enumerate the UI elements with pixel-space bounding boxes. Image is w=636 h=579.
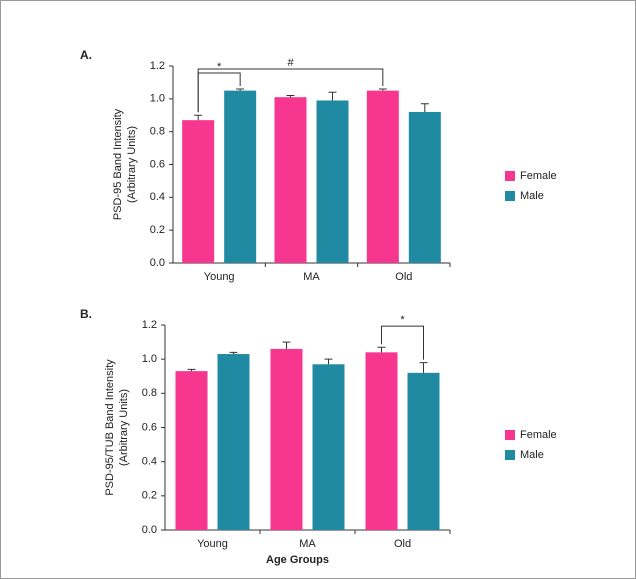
legend-swatch	[505, 171, 515, 181]
legend-swatch	[505, 191, 515, 201]
y-tick-label: 1.2	[150, 60, 165, 72]
y-tick-label: 0.0	[150, 257, 165, 269]
bar	[182, 120, 215, 263]
x-tick-label: MA	[303, 271, 320, 283]
bar	[408, 111, 441, 263]
error-bar	[229, 351, 238, 355]
y-tick-label: 0.2	[142, 490, 157, 502]
error-bar	[236, 88, 245, 91]
bar	[217, 354, 250, 530]
bar	[224, 90, 257, 263]
significance-label: *	[400, 314, 405, 326]
y-tick-label: 0.8	[142, 387, 157, 399]
bar	[365, 352, 398, 530]
significance-label: *	[217, 61, 222, 73]
legend-label: Female	[520, 429, 557, 441]
y-tick-label: 0.6	[142, 421, 157, 433]
error-bar	[286, 95, 295, 98]
error-bar	[328, 91, 337, 101]
bar	[312, 364, 345, 530]
bar	[270, 348, 303, 530]
legend-swatch	[505, 450, 515, 460]
legend-label: Female	[520, 170, 557, 182]
bar	[316, 100, 349, 263]
bar	[274, 97, 307, 263]
error-bar	[377, 346, 386, 353]
bar	[407, 372, 440, 530]
significance-bracket	[381, 325, 424, 360]
x-tick-label: Young	[204, 271, 235, 283]
y-tick-label: 0.4	[150, 191, 165, 203]
error-bar	[378, 88, 387, 91]
error-bar	[187, 368, 196, 372]
y-tick-label: 1.0	[150, 93, 165, 105]
bar	[366, 90, 399, 263]
panel-label: A.	[80, 48, 92, 62]
y-tick-label: 0.8	[150, 126, 165, 138]
y-axis-label: PSD-95/TUB Band Intensity	[104, 359, 116, 496]
error-bar	[420, 103, 429, 112]
x-tick-label: MA	[299, 538, 316, 550]
error-bar	[282, 341, 291, 349]
y-tick-label: 0.2	[150, 224, 165, 236]
x-axis-label: Age Groups	[266, 554, 329, 566]
legend-label: Male	[520, 190, 544, 202]
error-bar	[324, 358, 333, 365]
bar	[175, 371, 208, 530]
y-axis-label: PSD-95 Band Intensity	[112, 108, 124, 220]
y-axis-label: (Arbitrary Units)	[126, 126, 138, 203]
legend-swatch	[505, 430, 515, 440]
y-tick-label: 0.4	[142, 456, 157, 468]
y-tick-label: 0.0	[142, 524, 157, 536]
panel-label: B.	[80, 307, 92, 321]
y-tick-label: 1.0	[142, 353, 157, 365]
legend-label: Male	[520, 449, 544, 461]
significance-bracket	[197, 68, 384, 113]
error-bar	[419, 362, 428, 373]
x-tick-label: Old	[394, 538, 411, 550]
error-bar	[194, 114, 203, 121]
y-axis-label: (Arbitrary Units)	[118, 389, 130, 466]
y-tick-label: 1.2	[142, 319, 157, 331]
significance-label: #	[287, 57, 294, 69]
x-tick-label: Old	[395, 271, 412, 283]
y-tick-label: 0.6	[150, 158, 165, 170]
x-tick-label: Young	[197, 538, 228, 550]
